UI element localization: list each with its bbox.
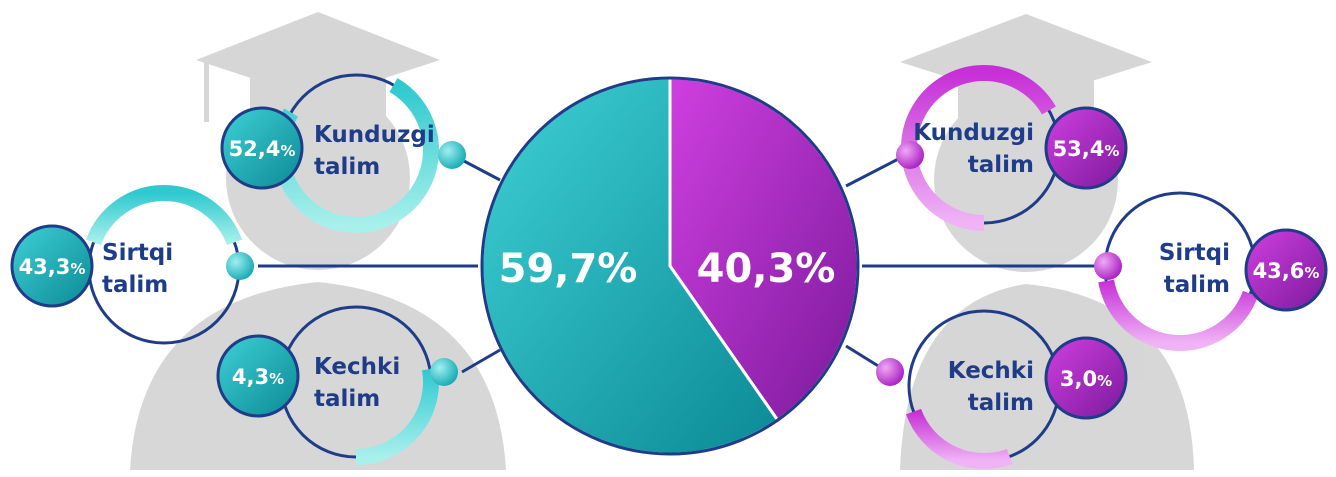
- ring-label-line2: talim: [102, 272, 168, 298]
- connector-dot: [1094, 252, 1122, 280]
- ring-accent-arc: [901, 65, 1056, 231]
- percent-badge: [220, 106, 304, 190]
- percent-badge-value: 52,4%: [229, 137, 296, 161]
- percent-badge-value: 4,3%: [232, 365, 284, 389]
- ring-label-line1: Sirtqi: [102, 240, 173, 266]
- connector-lines: [258, 153, 1110, 374]
- percent-badge: [1044, 106, 1128, 190]
- percent-badge: [1044, 336, 1128, 420]
- ring-label-line2: talim: [968, 390, 1034, 416]
- ring-label-line1: Kechki: [948, 358, 1034, 384]
- percent-badge-value: 43,6%: [1253, 259, 1320, 283]
- percent-badge: [1244, 228, 1328, 312]
- ring-label-line1: Kunduzgi: [913, 120, 1034, 146]
- ring-label-line1: Sirtqi: [1159, 240, 1230, 266]
- pie-outline: [480, 76, 860, 456]
- ring-accent-arc: [1098, 279, 1258, 351]
- ring-label-line2: talim: [314, 154, 380, 180]
- percent-badge-value: 3,0%: [1060, 367, 1112, 391]
- connector-dot: [430, 358, 458, 386]
- ring-accent-arc: [906, 408, 1013, 469]
- ring-label-line2: talim: [968, 152, 1034, 178]
- pie-slice-label: 59,7%: [499, 246, 638, 292]
- percent-badge-value: 43,3%: [19, 255, 86, 279]
- pie-slice-label: 40,3%: [697, 246, 836, 292]
- ring-label-line1: Kechki: [314, 354, 400, 380]
- connector-dot: [226, 252, 254, 280]
- ring-accent-arc: [355, 367, 439, 465]
- connector-dot: [438, 141, 466, 169]
- percent-badge: [10, 224, 94, 308]
- ring-label-line2: talim: [314, 386, 380, 412]
- ring-accent-arc: [86, 185, 242, 246]
- connector-dot: [876, 358, 904, 386]
- ring-label-line2: talim: [1164, 272, 1230, 298]
- percent-badge: [216, 334, 300, 418]
- percent-badge-value: 53,4%: [1053, 137, 1120, 161]
- ring-label-line1: Kunduzgi: [314, 122, 435, 148]
- connector-dot: [896, 141, 924, 169]
